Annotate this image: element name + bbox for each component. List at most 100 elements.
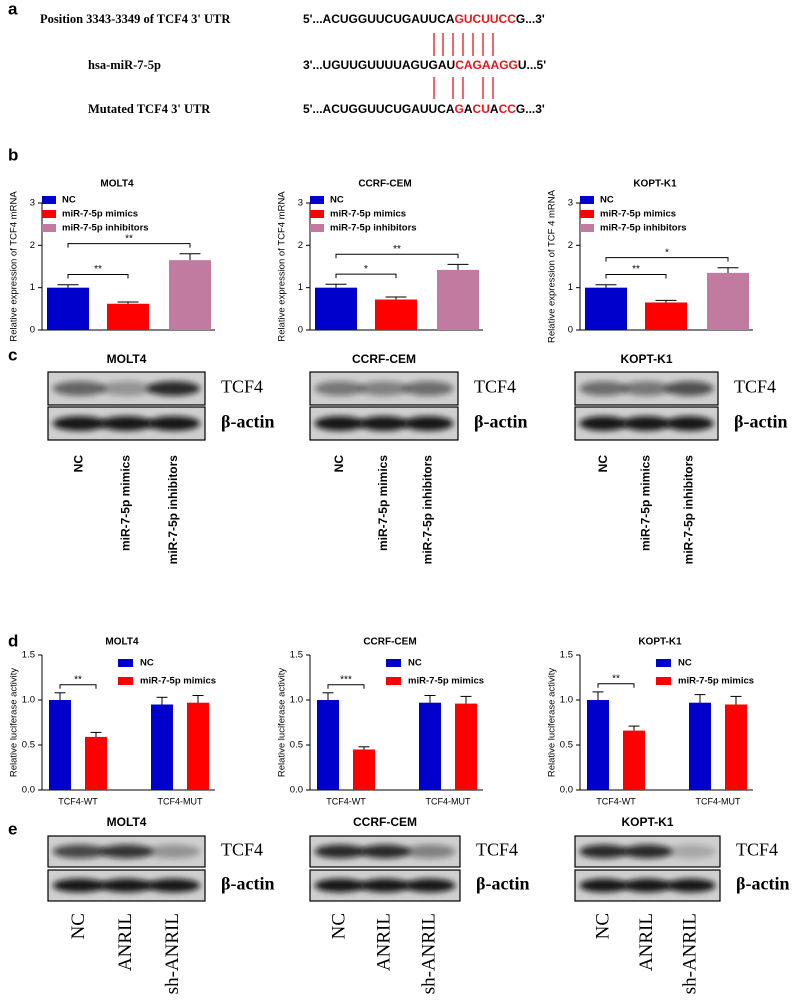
y-tick-label: 1.0: [560, 695, 573, 706]
legend-swatch: [386, 677, 401, 685]
blot-band: [358, 416, 410, 431]
blot-band: [99, 844, 154, 859]
y-axis-label: Relative expression of TCF4 mRNA: [9, 191, 20, 342]
blot-title: CCRF-CEM: [352, 352, 416, 366]
chart-title: KOPT-K1: [633, 179, 677, 190]
bar: [707, 272, 749, 330]
band-label: TCF4: [474, 377, 516, 397]
bar: [353, 749, 375, 790]
band-label: TCF4: [734, 377, 776, 397]
significance-bracket: [597, 683, 635, 688]
x-tick-label: TCF4-MUT: [158, 796, 203, 806]
x-tick-label: TCF4-WT: [58, 796, 98, 806]
significance-label: ***: [340, 674, 352, 685]
legend-swatch: [310, 224, 324, 232]
legend-swatch: [580, 210, 594, 218]
significance-bracket: [605, 257, 729, 262]
band-label: TCF4: [221, 840, 263, 860]
lane-label: NC: [72, 455, 86, 473]
blot-band: [665, 381, 714, 396]
band-label: β-actin: [474, 412, 527, 432]
chart-title: KOPT-K1: [638, 637, 682, 648]
blot-band: [314, 381, 365, 396]
error-bar: [595, 284, 617, 288]
band-label: β-actin: [736, 874, 789, 894]
y-tick-label: 0.0: [290, 785, 303, 796]
significance-label: **: [94, 264, 102, 275]
lane-label: sh-ANRIL: [418, 913, 439, 994]
legend-label: NC: [62, 195, 76, 206]
blot-band: [99, 878, 154, 893]
blot-band: [314, 844, 366, 859]
legend-label: miR-7-5p inhibitors: [600, 223, 687, 234]
y-axis-label: Relative expression of TCF 4 mRNA: [547, 189, 558, 343]
bar: [689, 702, 711, 790]
blot-band: [622, 878, 673, 893]
y-tick-label: 0: [298, 325, 303, 336]
sequence-segment: 5'...ACUGGUUCUGAUUCA: [303, 12, 455, 26]
y-tick-label: 0.5: [22, 740, 35, 751]
legend-swatch: [310, 210, 324, 218]
y-tick-label: 1.0: [22, 695, 35, 706]
legend-label: NC: [678, 658, 692, 669]
significance-bracket: [327, 684, 365, 689]
y-tick-label: 2: [298, 240, 303, 251]
x-tick-label: TCF4-WT: [596, 796, 636, 806]
error-bar: [322, 692, 334, 700]
bar: [169, 260, 211, 330]
y-tick-label: 1: [568, 282, 573, 293]
bar: [455, 703, 477, 790]
bar: [645, 302, 687, 330]
sequence-label: hsa-miR-7-5p: [88, 58, 161, 72]
bar: [151, 704, 173, 790]
legend-swatch: [386, 659, 401, 667]
bar: [47, 287, 89, 330]
error-bar: [54, 692, 66, 700]
sequence-segment: G...3': [516, 102, 545, 116]
legend-label: miR-7-5p mimics: [678, 676, 754, 687]
legend-label: miR-7-5p mimics: [140, 676, 216, 687]
legend-swatch: [42, 196, 56, 204]
y-axis-label: Relative expression of TCF4 mRNA: [277, 191, 288, 342]
legend-label: NC: [600, 195, 614, 206]
lane-label: miR-7-5p inhibitors: [682, 455, 696, 565]
significance-label: **: [632, 264, 640, 275]
sequence-segment: GUCUUCC: [455, 12, 517, 26]
bar: [587, 700, 609, 790]
legend-swatch: [580, 224, 594, 232]
lane-label: miR-7-5p inhibitors: [421, 455, 435, 565]
significance-bracket: [67, 274, 129, 279]
legend-label: miR-7-5p inhibitors: [330, 223, 417, 234]
blot-band: [622, 844, 673, 859]
blot-band: [52, 878, 107, 893]
significance-bracket: [335, 253, 459, 259]
lane-label: miR-7-5p inhibitors: [166, 455, 180, 565]
significance-label: *: [665, 247, 669, 258]
legend-label: miR-7-5p inhibitors: [62, 223, 149, 234]
y-tick-label: 3: [30, 198, 35, 209]
bar: [107, 303, 149, 330]
blot-band: [579, 844, 629, 859]
error-bar: [385, 296, 407, 300]
lane-label: miR-7-5p mimics: [639, 455, 653, 551]
y-tick-label: 1.0: [290, 695, 303, 706]
blot-band: [579, 416, 628, 431]
y-tick-label: 0: [30, 325, 35, 336]
blot-band: [314, 416, 365, 431]
blot-band: [622, 416, 671, 431]
error-bar: [460, 695, 472, 704]
blot-title: CCRF-CEM: [353, 815, 417, 829]
sequence-segment: A: [490, 102, 499, 116]
error-bar: [358, 746, 370, 750]
lane-label: miR-7-5p mimics: [376, 455, 390, 551]
lane-label: NC: [596, 455, 610, 473]
error-bar: [447, 263, 469, 270]
band-label: β-actin: [221, 412, 274, 432]
legend-label: NC: [408, 658, 422, 669]
red-pairing-lines: [433, 33, 494, 99]
band-label: β-actin: [476, 874, 529, 894]
blot-band: [146, 381, 201, 396]
significance-bracket: [335, 273, 397, 279]
y-tick-label: 1.5: [560, 650, 573, 661]
